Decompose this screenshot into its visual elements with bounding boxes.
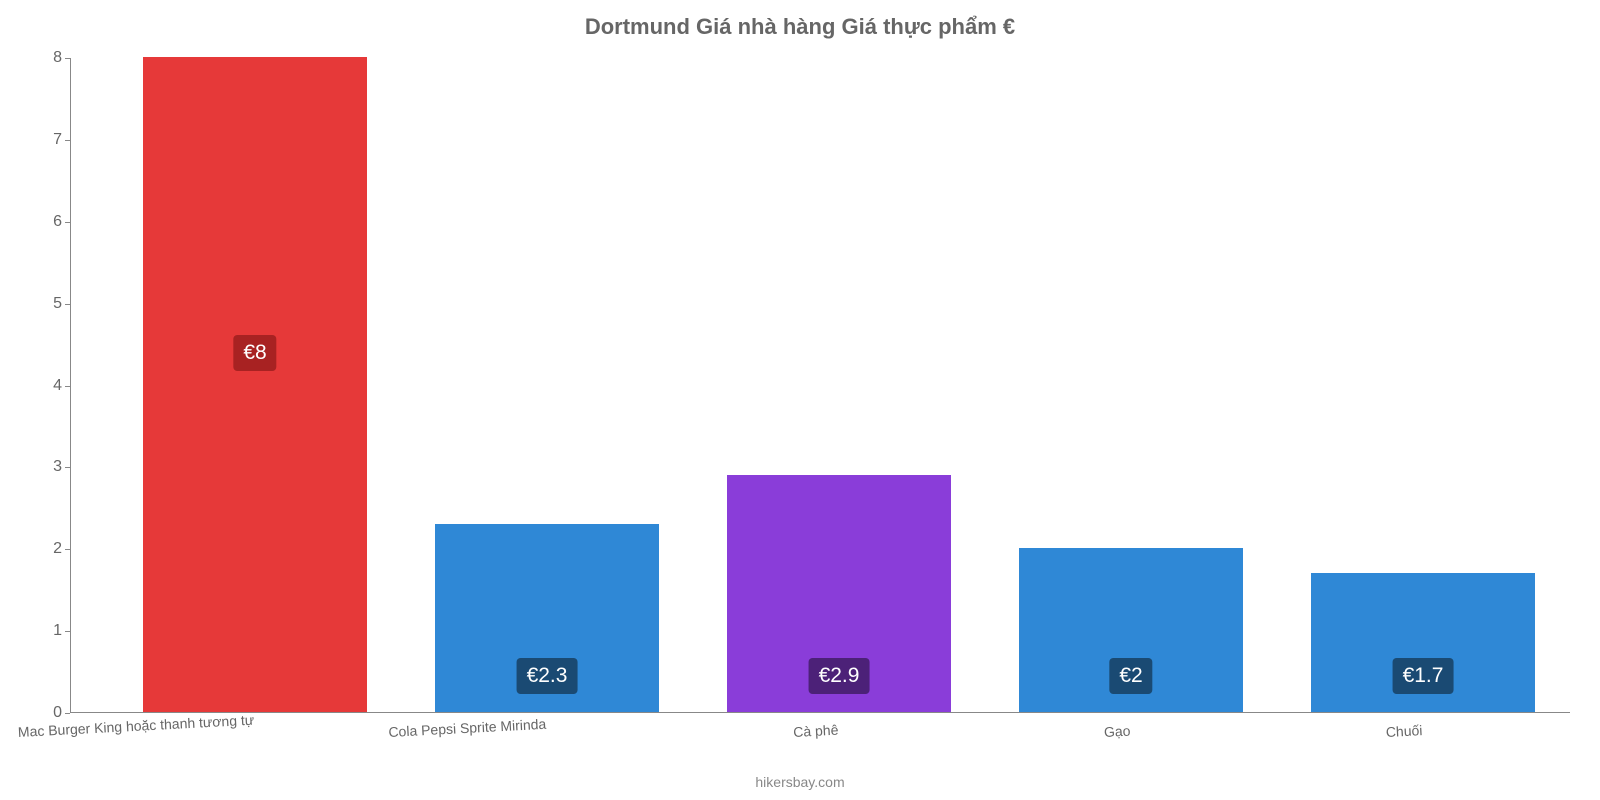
bar-value-label: €2 xyxy=(1109,658,1152,694)
y-tick-label: 5 xyxy=(4,295,62,313)
bar-chart: Dortmund Giá nhà hàng Giá thực phẩm € 0 1… xyxy=(0,0,1600,800)
y-tick-label: 7 xyxy=(4,131,62,149)
y-tick-label: 0 xyxy=(4,704,62,722)
y-tick-label: 3 xyxy=(4,458,62,476)
y-tick-label: 4 xyxy=(4,377,62,395)
x-axis-labels: Mac Burger King hoặc thanh tương tựCola … xyxy=(70,718,1570,758)
y-axis-ticks: 012345678 xyxy=(0,58,62,713)
y-tick-mark xyxy=(65,631,70,632)
y-tick-mark xyxy=(65,140,70,141)
bar-value-label: €2.9 xyxy=(809,658,870,694)
y-tick-label: 8 xyxy=(4,49,62,67)
y-tick-label: 6 xyxy=(4,213,62,231)
x-label: Gạo xyxy=(1104,723,1131,740)
y-tick-mark xyxy=(65,549,70,550)
bar-value-label: €1.7 xyxy=(1393,658,1454,694)
y-tick-label: 1 xyxy=(4,622,62,640)
x-label: Chuối xyxy=(1385,722,1422,740)
x-label: Cà phê xyxy=(793,722,839,740)
y-tick-mark xyxy=(65,304,70,305)
y-tick-mark xyxy=(65,386,70,387)
chart-title: Dortmund Giá nhà hàng Giá thực phẩm € xyxy=(0,14,1600,40)
y-tick-label: 2 xyxy=(4,540,62,558)
y-tick-mark xyxy=(65,58,70,59)
y-tick-mark xyxy=(65,713,70,714)
bar xyxy=(143,57,367,712)
y-tick-mark xyxy=(65,222,70,223)
plot-area: €8 €2.3 €2.9 €2 €1.7 xyxy=(70,58,1570,713)
x-label: Cola Pepsi Sprite Mirinda xyxy=(388,716,547,740)
bar-value-label: €2.3 xyxy=(517,658,578,694)
chart-footer: hikersbay.com xyxy=(0,774,1600,790)
bars-layer: €8 €2.3 €2.9 €2 €1.7 xyxy=(71,58,1570,712)
y-tick-mark xyxy=(65,467,70,468)
bar-value-label: €8 xyxy=(233,335,276,371)
